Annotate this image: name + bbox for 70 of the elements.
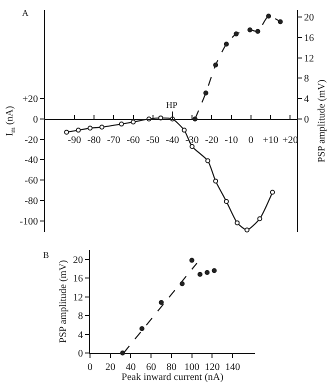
point [270,190,275,195]
point [213,178,218,184]
y-axis-title: PSP amplitude (mV) [58,260,69,343]
y-tick-label: 0 [33,114,38,126]
y2-tick-label: 16 [304,33,314,44]
y-tick-label: 0 [78,348,83,360]
y-tick-label: -100 [20,216,38,228]
text: A [22,8,29,18]
point [244,227,250,232]
point [205,158,210,164]
point [88,126,93,131]
point [99,124,104,130]
x-tick-label: +10 [262,134,278,146]
y-tick-label: -80 [24,196,38,207]
point [139,326,144,332]
point [182,128,187,133]
x-tick-label: 120 [204,362,220,373]
point [204,270,210,275]
point [198,272,202,277]
y-tick-label: 8 [78,311,83,322]
point [278,19,283,24]
text: B [43,250,50,260]
point [234,31,239,36]
point [76,128,81,133]
point [234,220,240,226]
x-tick-label: 0 [248,134,254,146]
x-tick-label: -20 [205,134,218,146]
y2-tick-label: 4 [304,94,309,106]
y-tick-label: -60 [24,176,38,187]
y-tick-label: +20 [22,94,38,106]
point [118,122,124,127]
point [266,14,272,19]
y-tick-label: 20 [73,254,83,266]
y-tick-label: 12 [73,292,83,304]
x-tick-label: -70 [106,134,120,146]
x-tick-label: 0 [88,362,92,373]
x-tick-label: -80 [87,134,101,146]
point [189,258,194,263]
y2-axis-title: PSP amplitude (mV) [316,80,328,162]
x-tick-label: -60 [126,134,140,146]
point [64,130,70,135]
annotation: HP [166,100,178,110]
y2-tick-label: 8 [304,74,309,85]
y2-tick-label: 12 [304,53,314,64]
x-tick-label: 40 [126,362,136,373]
x-tick-label: 20 [105,362,116,373]
x-tick-label: 100 [184,362,200,373]
point [203,90,208,96]
x-tick-label: 60 [146,362,156,373]
x-tick-label: 140 [225,362,240,373]
x-axis-title: Peak inward current (nA) [122,372,224,383]
point [130,120,136,125]
y2-tick-label: 20 [304,12,314,24]
point [213,62,218,68]
y-tick-label: 4 [78,330,83,341]
point [224,198,229,204]
y2-tick-label: 0 [304,114,309,126]
x-tick-label: -40 [166,134,180,146]
point [224,42,229,47]
x-tick-label: -50 [146,134,160,146]
point [257,216,262,222]
point [247,27,252,32]
x-tick-label: -10 [224,134,238,146]
y-tick-label: -40 [24,155,38,166]
x-tick-label: 80 [166,362,176,373]
point [158,300,164,305]
x-tick-label: -90 [68,134,82,146]
y-tick-label: 16 [73,274,83,285]
point [255,28,260,34]
point [212,268,217,274]
